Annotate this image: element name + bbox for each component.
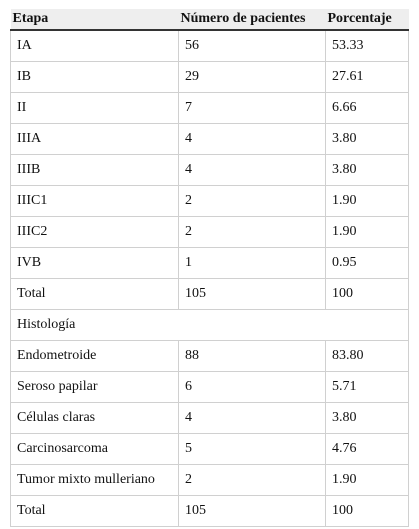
table-row: II 7 6.66 [10,92,409,124]
cell-histologia: Seroso papilar [10,371,179,403]
cell-porcentaje: 27.61 [325,61,409,93]
cell-pacientes: 7 [178,92,326,124]
cell-pacientes: 88 [178,340,326,372]
cell-etapa: Total [10,278,179,310]
cell-porcentaje: 5.71 [325,371,409,403]
cell-porcentaje: 83.80 [325,340,409,372]
table-row: IIIA 4 3.80 [10,123,409,155]
cell-etapa: IIIB [10,154,179,186]
cell-histologia: Tumor mixto mulleriano [10,464,179,496]
cell-pacientes: 1 [178,247,326,279]
cell-porcentaje: 1.90 [325,185,409,217]
cell-pacientes: 2 [178,185,326,217]
cell-pacientes: 4 [178,123,326,155]
header-numero-pacientes: Número de pacientes [178,9,326,31]
section-label-histologia: Histología [10,309,409,341]
cell-porcentaje: 100 [325,495,409,527]
cell-porcentaje: 0.95 [325,247,409,279]
cell-porcentaje: 4.76 [325,433,409,465]
cell-porcentaje: 3.80 [325,154,409,186]
table-row: Células claras 4 3.80 [10,402,409,434]
cell-histologia: Total [10,495,179,527]
cell-etapa: IIIA [10,123,179,155]
cell-etapa: II [10,92,179,124]
table-row: IB 29 27.61 [10,61,409,93]
table-row: IIIB 4 3.80 [10,154,409,186]
cell-etapa: IA [10,29,179,62]
table-row-total: Total 105 100 [10,495,409,527]
cell-porcentaje: 100 [325,278,409,310]
table-row: IIIC2 2 1.90 [10,216,409,248]
stage-table: Etapa Número de pacientes Porcentaje IA … [10,9,409,527]
cell-pacientes: 2 [178,216,326,248]
cell-pacientes: 29 [178,61,326,93]
table-row: Tumor mixto mulleriano 2 1.90 [10,464,409,496]
table-row-total: Total 105 100 [10,278,409,310]
header-row: Etapa Número de pacientes Porcentaje [10,9,409,31]
table-row: IVB 1 0.95 [10,247,409,279]
cell-pacientes: 5 [178,433,326,465]
cell-pacientes: 4 [178,154,326,186]
table-header: Etapa Número de pacientes Porcentaje [10,9,409,31]
cell-pacientes: 6 [178,371,326,403]
cell-etapa: IB [10,61,179,93]
cell-porcentaje: 3.80 [325,123,409,155]
cell-etapa: IIIC2 [10,216,179,248]
cell-porcentaje: 1.90 [325,464,409,496]
cell-porcentaje: 3.80 [325,402,409,434]
cell-pacientes: 105 [178,278,326,310]
section-row: Histología [10,309,409,341]
table-body: IA 56 53.33 IB 29 27.61 II 7 6.66 IIIA 4… [10,29,409,527]
table-row: IA 56 53.33 [10,29,409,62]
cell-porcentaje: 6.66 [325,92,409,124]
cell-porcentaje: 1.90 [325,216,409,248]
cell-histologia: Células claras [10,402,179,434]
data-table-container: Etapa Número de pacientes Porcentaje IA … [10,9,409,527]
table-row: IIIC1 2 1.90 [10,185,409,217]
header-etapa: Etapa [10,9,179,31]
cell-etapa: IIIC1 [10,185,179,217]
header-porcentaje: Porcentaje [325,9,409,31]
cell-pacientes: 105 [178,495,326,527]
cell-etapa: IVB [10,247,179,279]
cell-pacientes: 4 [178,402,326,434]
cell-porcentaje: 53.33 [325,29,409,62]
table-row: Endometroide 88 83.80 [10,340,409,372]
cell-histologia: Carcinosarcoma [10,433,179,465]
cell-pacientes: 2 [178,464,326,496]
table-row: Seroso papilar 6 5.71 [10,371,409,403]
cell-histologia: Endometroide [10,340,179,372]
table-row: Carcinosarcoma 5 4.76 [10,433,409,465]
cell-pacientes: 56 [178,29,326,62]
